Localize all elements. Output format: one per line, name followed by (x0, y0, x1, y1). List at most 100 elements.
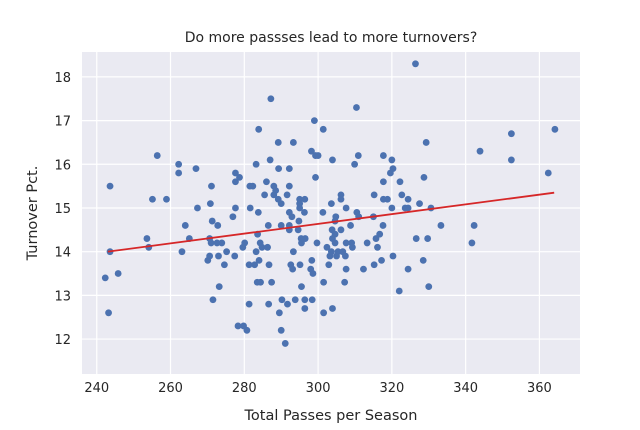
data-point (301, 195, 309, 203)
data-point (412, 60, 419, 68)
data-point (232, 178, 239, 186)
data-point (220, 261, 228, 269)
data-point (309, 270, 317, 277)
data-point (319, 208, 327, 216)
data-point (232, 169, 239, 177)
data-point (208, 182, 215, 190)
data-point (266, 156, 274, 164)
data-point (265, 300, 273, 308)
data-point (468, 239, 476, 247)
data-point (294, 226, 302, 234)
data-point (245, 261, 253, 269)
data-point (178, 248, 186, 256)
data-point (270, 191, 278, 199)
data-point (258, 243, 266, 251)
data-point (308, 257, 316, 264)
data-point (337, 195, 345, 203)
data-point (412, 235, 420, 242)
data-point (416, 200, 423, 208)
data-point (149, 195, 156, 203)
y-tick-label: 14 (54, 246, 71, 261)
data-point (320, 278, 328, 286)
data-point (246, 204, 254, 212)
data-point (388, 156, 396, 164)
data-point (374, 243, 381, 251)
y-tick-label: 17 (54, 115, 71, 130)
data-point (251, 261, 259, 269)
data-point (181, 222, 189, 229)
data-point (298, 239, 305, 247)
data-point (360, 265, 367, 273)
data-point (153, 152, 161, 159)
data-point (263, 178, 270, 186)
data-point (379, 152, 387, 159)
data-point (370, 261, 378, 269)
data-point (341, 252, 349, 260)
data-point (422, 139, 430, 146)
data-point (231, 252, 239, 260)
data-point (320, 309, 328, 317)
data-point (333, 252, 340, 260)
data-point (277, 326, 285, 334)
data-point (268, 278, 276, 286)
data-point (194, 204, 201, 212)
data-point (342, 204, 350, 212)
y-tick-label: 18 (54, 71, 71, 86)
data-point (353, 104, 360, 111)
data-point (301, 208, 308, 216)
data-point (404, 195, 412, 203)
data-point (284, 300, 291, 308)
data-points (101, 60, 559, 347)
data-point (388, 204, 396, 212)
data-point (308, 147, 315, 155)
data-point (329, 305, 336, 312)
y-tick-label: 15 (54, 202, 71, 217)
data-point (398, 191, 406, 199)
data-point (313, 239, 321, 247)
data-point (389, 252, 397, 260)
x-tick-label: 280 (232, 381, 257, 396)
data-point (236, 173, 243, 181)
data-point (283, 191, 291, 199)
data-point (257, 278, 264, 286)
data-point (325, 261, 333, 269)
data-point (277, 222, 285, 229)
x-tick-label: 320 (379, 381, 404, 396)
data-point (372, 235, 380, 242)
data-point (331, 239, 339, 247)
y-axis-label: Turnover Pct. (25, 166, 41, 262)
data-point (101, 274, 109, 282)
data-point (215, 252, 222, 260)
grid (82, 52, 580, 374)
data-point (114, 270, 122, 277)
x-axis-label: Total Passes per Season (244, 408, 418, 424)
data-point (239, 243, 247, 251)
x-tick-label: 260 (158, 381, 183, 396)
x-tick-label: 360 (527, 381, 552, 396)
plot-area (82, 52, 580, 374)
data-point (267, 95, 275, 103)
data-point (378, 257, 385, 264)
data-point (337, 226, 345, 234)
data-point (218, 239, 226, 247)
data-point (296, 204, 304, 212)
data-point (252, 160, 260, 168)
data-point (419, 257, 427, 264)
data-point (229, 213, 237, 221)
data-point (207, 239, 215, 247)
data-point (234, 322, 242, 330)
data-point (209, 296, 217, 304)
y-tick-label: 12 (54, 333, 71, 348)
data-point (551, 125, 559, 133)
data-point (312, 173, 319, 181)
data-point (243, 326, 251, 334)
data-point (252, 248, 260, 256)
data-point (384, 195, 391, 203)
data-point (289, 139, 297, 146)
data-point (424, 235, 432, 242)
data-point (285, 165, 293, 173)
data-point (249, 182, 257, 190)
data-point (275, 165, 283, 173)
chart-title: Do more passses lead to more turnovers? (185, 30, 478, 46)
data-point (342, 239, 350, 247)
